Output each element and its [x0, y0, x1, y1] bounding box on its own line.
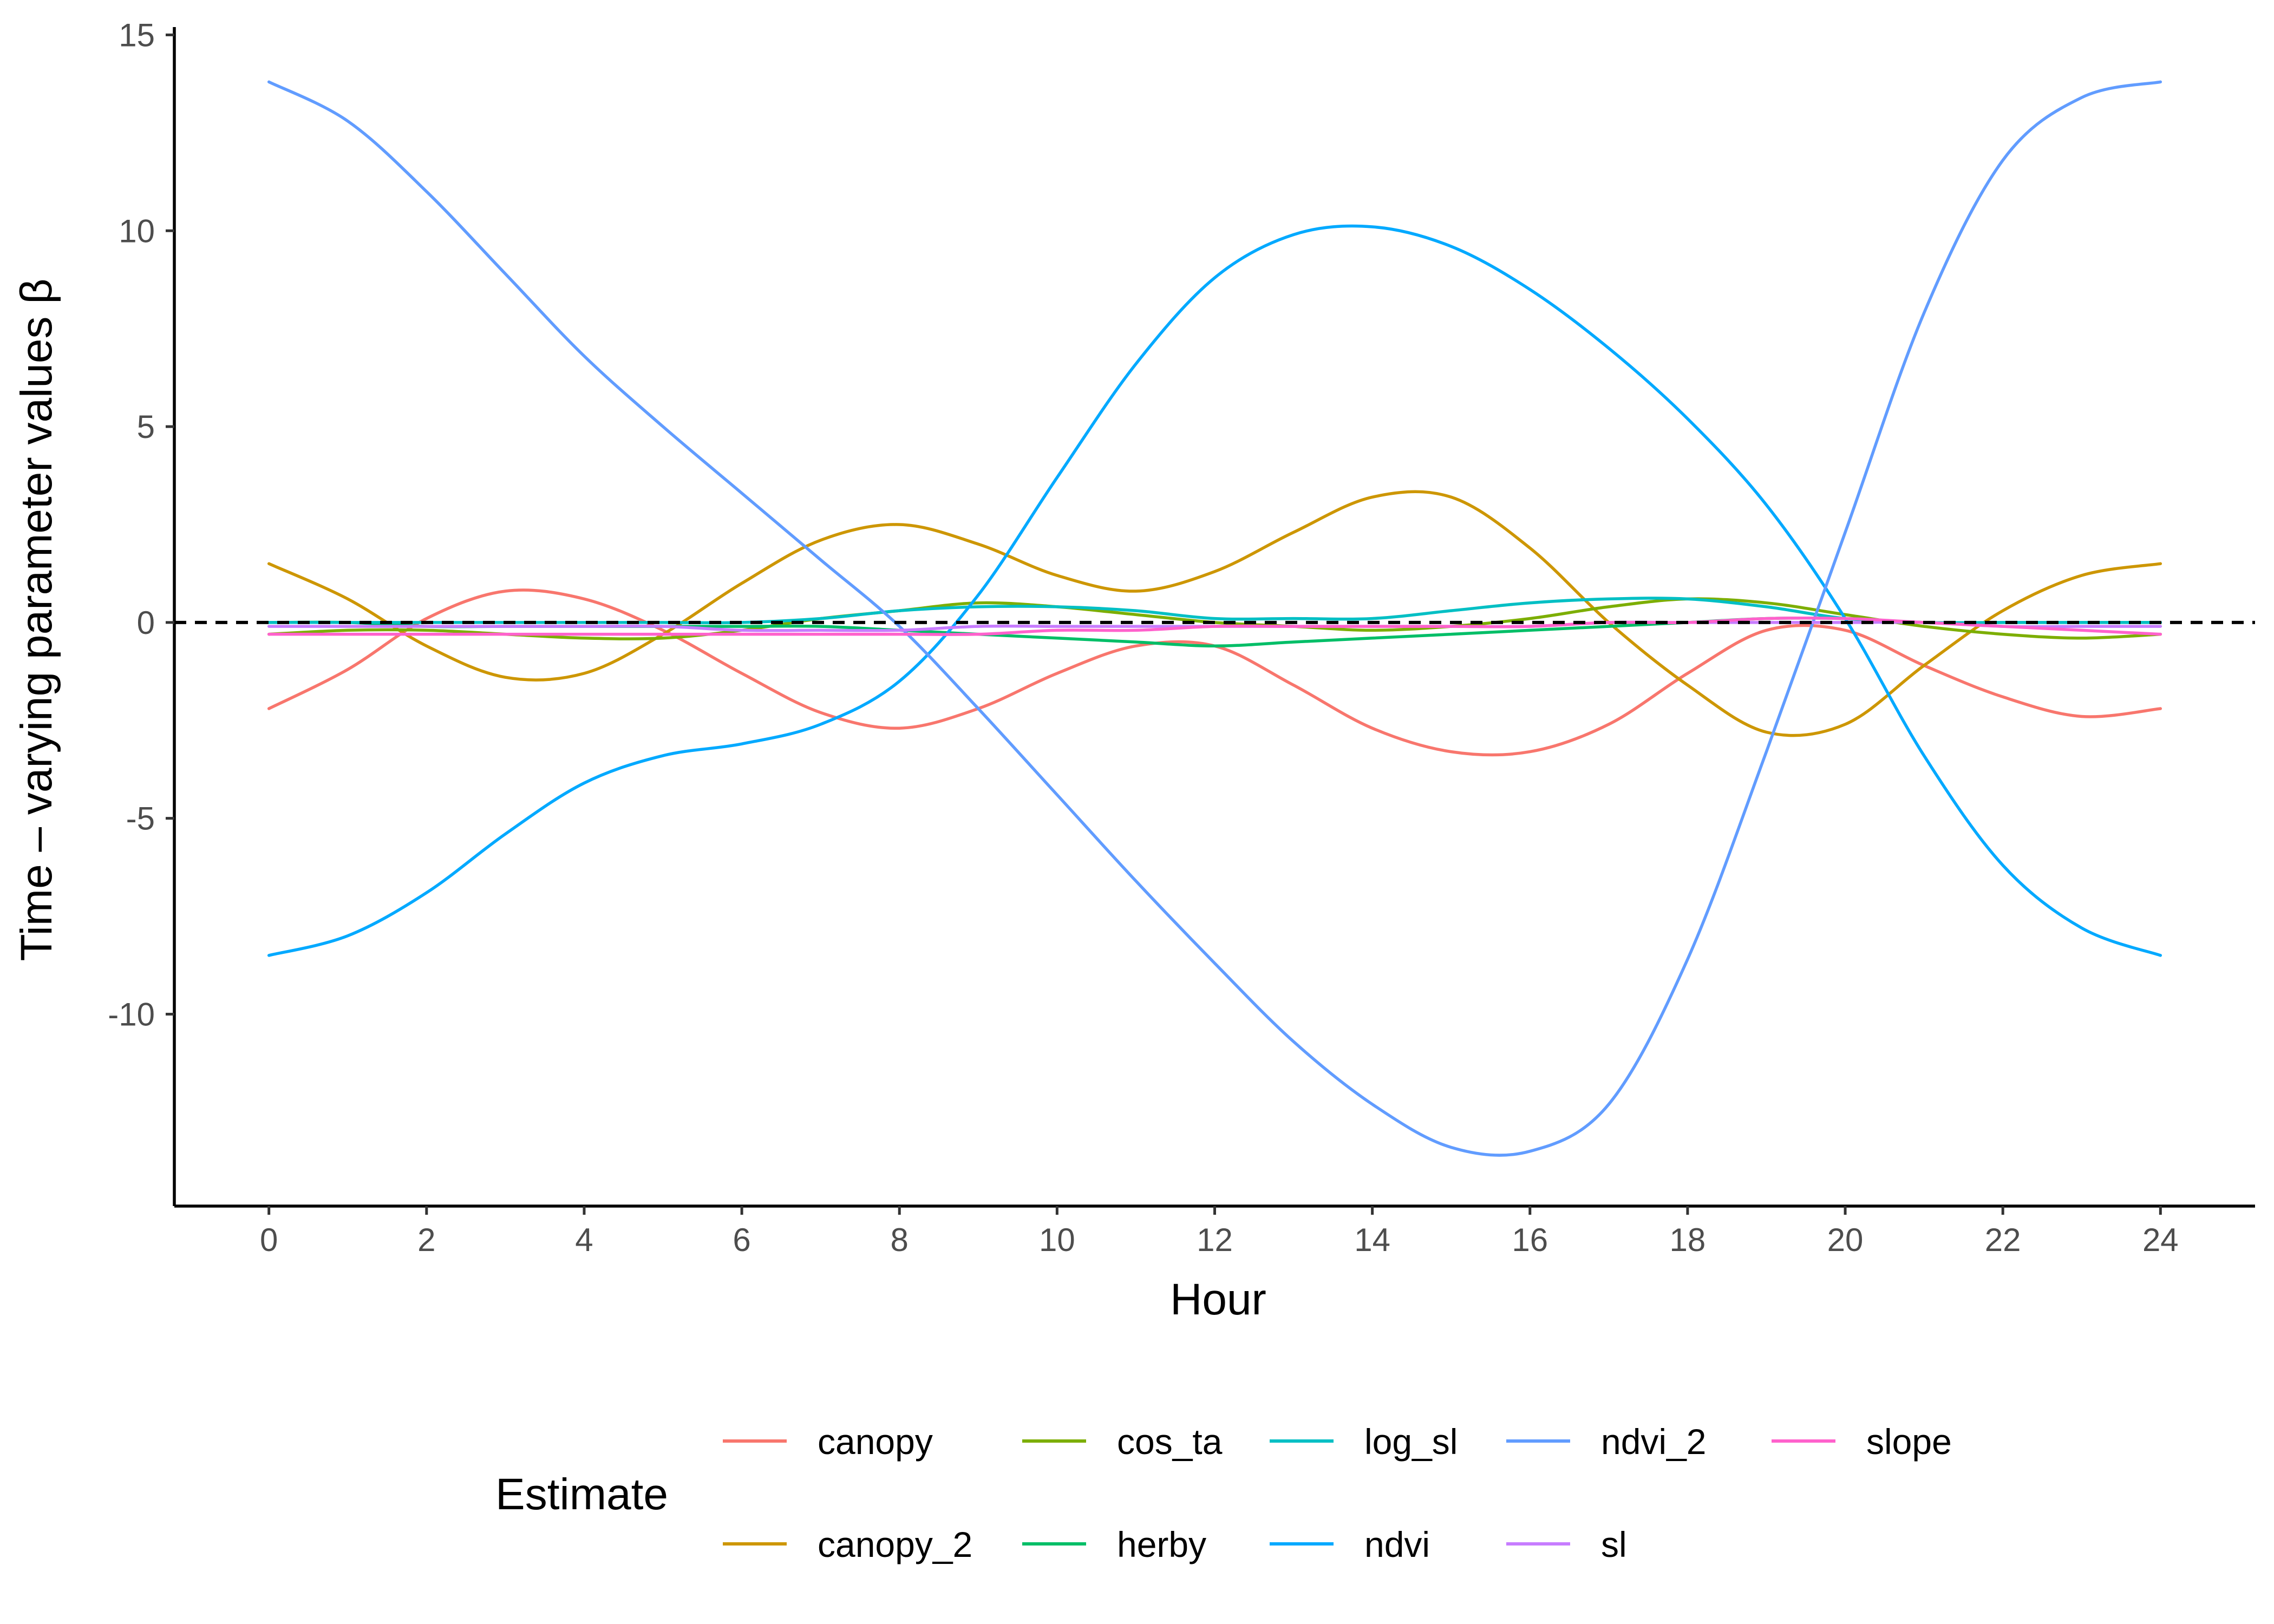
series-line-canopy-2 [267, 490, 2162, 737]
y-tick-label: -10 [108, 996, 155, 1032]
x-tick-label: 24 [2142, 1222, 2179, 1258]
y-tick-label: 5 [137, 409, 155, 445]
x-tick-label: 22 [1985, 1222, 2021, 1258]
x-tick-label: 6 [733, 1222, 750, 1258]
y-tick-label: 0 [137, 605, 155, 641]
plot-area [174, 80, 2255, 1157]
x-tick-label: 8 [891, 1222, 909, 1258]
x-tick-label: 12 [1197, 1222, 1233, 1258]
x-axis: 0 2 4 6 8 10 12 14 16 18 20 22 24 [174, 1204, 2255, 1258]
legend-label-sl: sl [1601, 1524, 1627, 1564]
y-tick-label: -5 [126, 801, 155, 837]
legend-label-canopy: canopy [818, 1422, 933, 1462]
x-axis-title: Hour [1170, 1275, 1266, 1324]
legend-label-ndvi-2: ndvi_2 [1601, 1422, 1707, 1462]
series-line-slope [267, 616, 2162, 636]
x-tick-label: 14 [1354, 1222, 1390, 1258]
legend-label-canopy-2: canopy_2 [818, 1524, 972, 1564]
legend-label-herby: herby [1117, 1524, 1206, 1564]
x-tick-label: 18 [1670, 1222, 1706, 1258]
x-tick-label: 4 [575, 1222, 593, 1258]
x-tick-label: 0 [260, 1222, 278, 1258]
legend-title: Estimate [495, 1470, 668, 1519]
y-axis: 15 10 5 0 -5 -10 [108, 17, 176, 1206]
x-tick-label: 20 [1827, 1222, 1864, 1258]
legend-label-slope: slope [1866, 1422, 1952, 1462]
legend-label-log-sl: log_sl [1364, 1422, 1458, 1462]
y-tick-label: 15 [119, 17, 155, 53]
series-line-ndvi-2 [267, 80, 2162, 1157]
y-tick-label: 10 [119, 213, 155, 249]
x-tick-label: 10 [1039, 1222, 1075, 1258]
series-line-ndvi [267, 224, 2162, 957]
y-axis-title: Time – varying parameter values β [12, 279, 61, 961]
x-tick-label: 16 [1512, 1222, 1548, 1258]
legend-label-ndvi: ndvi [1364, 1524, 1430, 1564]
legend-label-cos-ta: cos_ta [1117, 1422, 1223, 1462]
x-tick-label: 2 [417, 1222, 435, 1258]
